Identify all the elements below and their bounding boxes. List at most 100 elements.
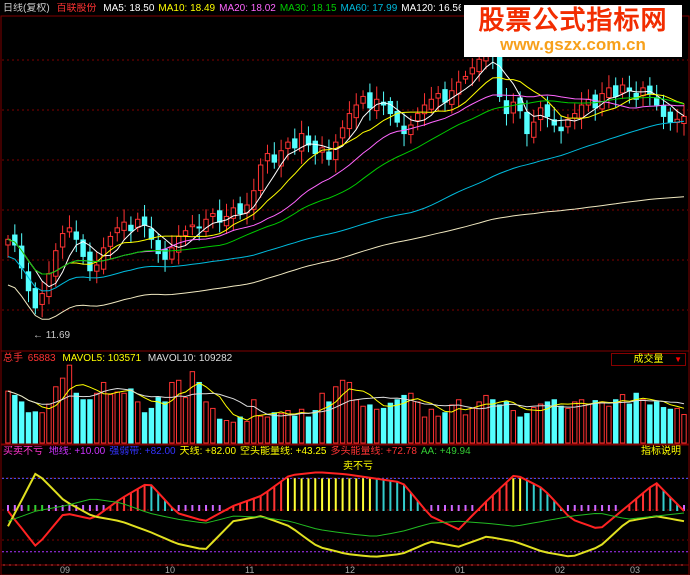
ma-label: MA120: 16.56 xyxy=(401,3,461,14)
candle-body xyxy=(107,235,114,247)
indicator-help-button[interactable]: 指标说明 xyxy=(641,446,681,457)
candle-body xyxy=(230,207,237,219)
volume-bar xyxy=(285,410,291,444)
candle-body xyxy=(653,97,660,106)
volume-bar xyxy=(653,401,660,444)
candle-body xyxy=(237,203,243,215)
indicator-value-label: AA: +49.94 xyxy=(420,446,471,457)
indicator-value-label: 地线: +10.00 xyxy=(48,446,106,457)
month-tick-label: 10 xyxy=(165,565,176,575)
stock-name: 百联股份 xyxy=(56,3,97,14)
volume-bar xyxy=(319,392,325,444)
volume-bar xyxy=(66,364,73,444)
candle-body xyxy=(558,126,564,132)
volume-bar xyxy=(462,414,469,444)
candle-body xyxy=(421,104,428,115)
volume-bar xyxy=(476,401,482,444)
volume-bar xyxy=(503,401,510,444)
candle-body xyxy=(292,138,298,149)
month-tick-label: 02 xyxy=(555,565,566,575)
panel-border xyxy=(0,564,690,575)
candle-body xyxy=(182,230,189,237)
candle-body xyxy=(257,164,264,191)
candle-body xyxy=(619,84,626,94)
volume-bar xyxy=(572,401,578,444)
volume-bar xyxy=(32,411,39,444)
volume-bar xyxy=(374,408,380,444)
volume-bar xyxy=(251,399,257,444)
volume-bar xyxy=(660,407,667,444)
panel-border xyxy=(0,15,690,352)
volume-bar xyxy=(585,403,592,444)
candle-body xyxy=(223,215,230,227)
candle-body xyxy=(278,150,284,167)
candle-body xyxy=(524,111,530,135)
candle-body xyxy=(414,113,421,122)
volume-bar xyxy=(121,392,127,444)
volume-bar xyxy=(203,401,209,444)
volume-bar xyxy=(333,386,339,444)
volume-bar xyxy=(449,404,455,444)
volume-bar xyxy=(298,408,305,444)
candle-body xyxy=(148,228,155,240)
candle-body xyxy=(271,154,278,163)
candle-body xyxy=(606,87,612,99)
candle-body xyxy=(339,127,346,139)
volume-bar xyxy=(141,412,148,444)
volume-bar xyxy=(578,399,585,444)
candle-body xyxy=(298,133,305,152)
volume-bar xyxy=(469,407,476,444)
volume-bar xyxy=(367,404,373,444)
month-tick-label: 12 xyxy=(345,565,356,575)
volume-bar xyxy=(558,405,564,444)
volume-bar xyxy=(292,415,298,444)
candle-body xyxy=(203,218,209,232)
volume-bar xyxy=(148,407,155,444)
volume-bar xyxy=(633,392,639,444)
candle-body xyxy=(100,247,107,270)
volume-bar xyxy=(305,416,312,444)
volume-bar xyxy=(537,403,544,444)
indicator-selector-dropdown[interactable]: 成交量 ▼ xyxy=(611,353,686,366)
volume-bar xyxy=(565,407,571,444)
candle-body xyxy=(216,210,223,223)
candle-body xyxy=(572,113,578,119)
candle-body xyxy=(442,89,448,103)
watermark-title: 股票公式指标网 xyxy=(478,5,668,35)
mavol5-line xyxy=(7,382,685,421)
mavol10-label: MAVOL10: 109282 xyxy=(147,353,233,364)
watermark-url: www.gszx.com.cn xyxy=(500,35,646,54)
candle-body xyxy=(312,140,318,155)
low-price-value: 11.69 xyxy=(45,330,71,341)
volume-bar xyxy=(551,399,557,444)
volume-bar xyxy=(380,407,387,444)
volume-bar xyxy=(647,404,653,444)
candle-body xyxy=(135,218,141,228)
watermark-logo: 股票公式指标网 www.gszx.com.cn xyxy=(464,5,682,57)
candle-body xyxy=(551,119,557,126)
month-tick-label: 03 xyxy=(630,565,641,575)
candle-body xyxy=(66,227,73,233)
volume-bar xyxy=(414,401,421,444)
candle-body xyxy=(476,58,482,73)
candle-body xyxy=(435,93,441,99)
volume-bar xyxy=(353,399,359,444)
indicator-value-label: 强弱带: +82.00 xyxy=(109,446,176,457)
volume-bar xyxy=(100,381,107,444)
candle-body xyxy=(32,288,39,309)
candle-body xyxy=(462,75,469,80)
panel-border xyxy=(0,350,690,445)
volume-bar xyxy=(394,399,400,444)
candle-body xyxy=(346,113,353,130)
candle-body xyxy=(251,190,257,210)
candle-body xyxy=(681,115,687,124)
volume-bar xyxy=(162,401,168,444)
indicator-value-label: 天线: +82.00 xyxy=(179,446,237,457)
price-header: 日线(复权) 百联股份 MA5: 18.50 MA10: 18.49 MA20: 1… xyxy=(3,3,461,15)
total-volume-value: 65883 xyxy=(27,353,56,364)
candle-body xyxy=(613,85,619,97)
candle-body xyxy=(667,111,674,123)
volume-bar xyxy=(408,392,414,444)
candle-body xyxy=(128,224,134,232)
